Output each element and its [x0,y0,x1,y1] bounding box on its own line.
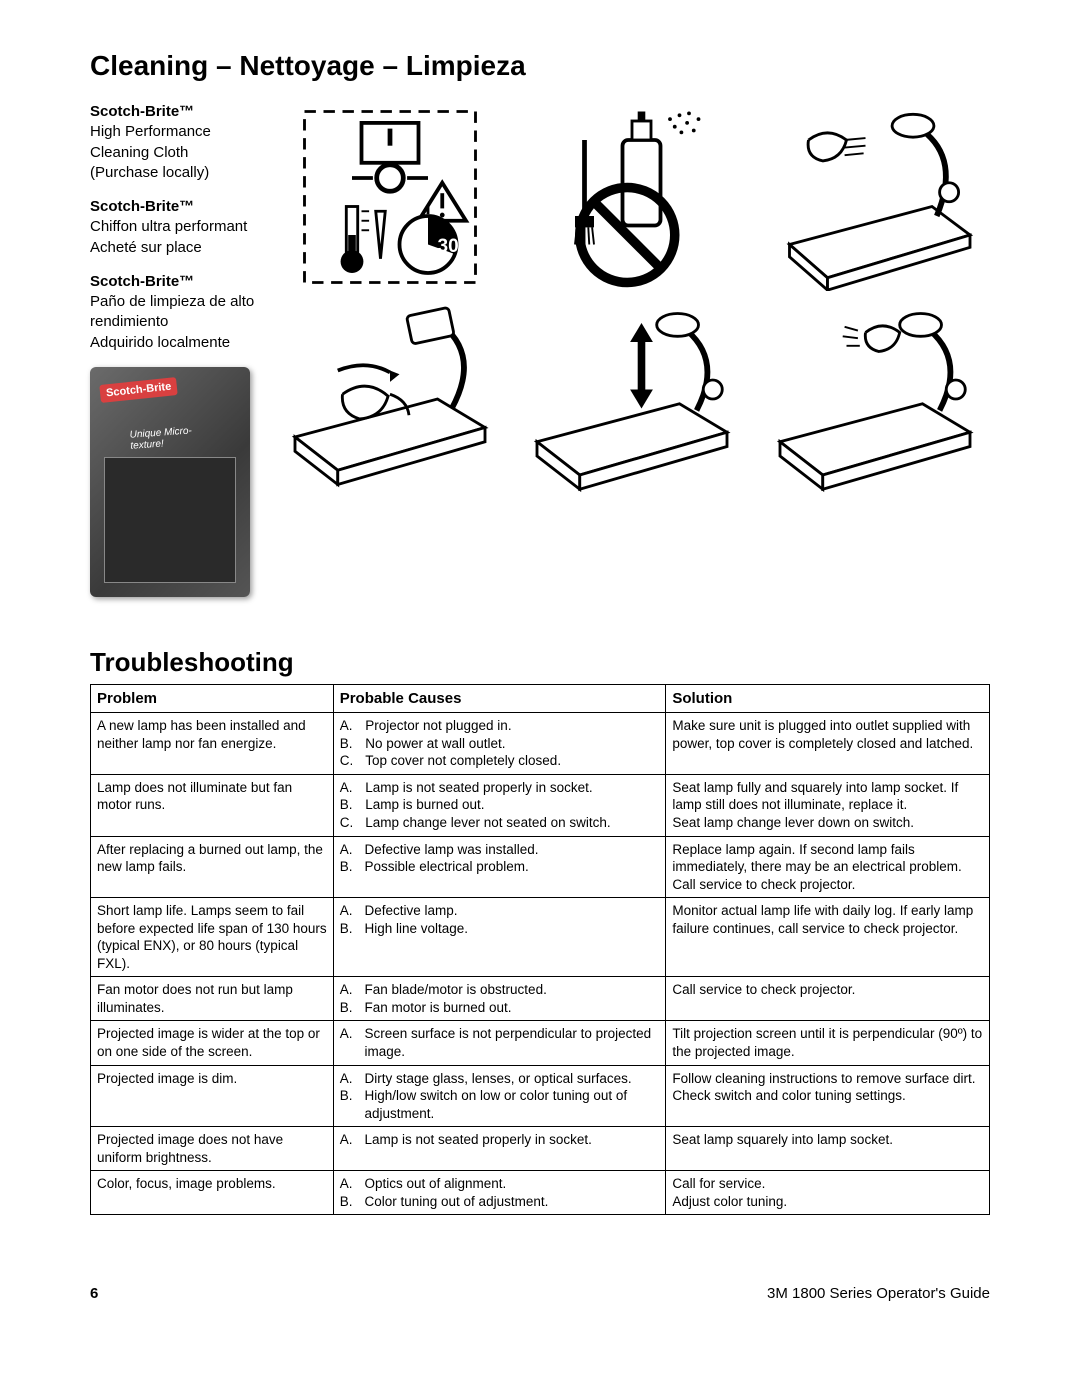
sb-es-l2: rendimiento [90,313,168,330]
causes-cell: A.Fan blade/motor is obstructed.B.Fan mo… [333,977,666,1021]
col-causes: Probable Causes [333,684,666,713]
causes-cell: A.Lamp is not seated properly in socket. [333,1127,666,1171]
diagram-wipe-stage [274,304,505,494]
causes-cell: A.Defective lamp was installed.B.Possibl… [333,836,666,898]
problem-cell: A new lamp has been installed and neithe… [91,713,334,775]
guide-title: 3M 1800 Series Operator's Guide [767,1285,990,1302]
sb-es-l1: Paño de limpieza de alto [90,293,254,310]
problem-cell: Lamp does not illuminate but fan motor r… [91,774,334,836]
table-row: Projected image does not have uniform br… [91,1127,990,1171]
page-footer: 6 3M 1800 Series Operator's Guide [90,1285,990,1302]
sb-es-title: Scotch-Brite™ [90,273,194,290]
svg-text:30: 30 [437,236,458,257]
sb-fr-l1: Chiffon ultra performant [90,218,247,235]
table-row: Lamp does not illuminate but fan motor r… [91,774,990,836]
sb-fr-l2: Acheté sur place [90,239,202,256]
table-row: After replacing a burned out lamp, the n… [91,836,990,898]
sb-en-l2: Cleaning Cloth [90,144,188,161]
product-photo [90,367,254,597]
causes-cell: A.Screen surface is not perpendicular to… [333,1021,666,1065]
scotchbrite-text: Scotch-Brite™ High Performance Cleaning … [90,102,254,353]
diagram-wipe-mirror [759,304,990,494]
problem-cell: Short lamp life. Lamps seem to fail befo… [91,898,334,977]
cleaning-section: Scotch-Brite™ High Performance Cleaning … [90,102,990,597]
solution-cell: Follow cleaning instructions to remove s… [666,1065,990,1127]
causes-cell: A.Dirty stage glass, lenses, or optical … [333,1065,666,1127]
sb-en-title: Scotch-Brite™ [90,103,194,120]
table-row: Fan motor does not run but lamp illumina… [91,977,990,1021]
problem-cell: Color, focus, image problems. [91,1171,334,1215]
solution-cell: Seat lamp squarely into lamp socket. [666,1127,990,1171]
solution-cell: Call service to check projector. [666,977,990,1021]
solution-cell: Replace lamp again. If second lamp fails… [666,836,990,898]
col-problem: Problem [91,684,334,713]
sb-en-l3: (Purchase locally) [90,164,209,181]
solution-cell: Call for service.Adjust color tuning. [666,1171,990,1215]
diagram-raise-head [517,304,748,494]
problem-cell: Projected image does not have uniform br… [91,1127,334,1171]
sb-es-l3: Adquirido localmente [90,334,230,351]
solution-cell: Make sure unit is plugged into outlet su… [666,713,990,775]
troubleshooting-heading: Troubleshooting [90,647,990,678]
troubleshooting-table: Problem Probable Causes Solution A new l… [90,684,990,1216]
problem-cell: Projected image is dim. [91,1065,334,1127]
problem-cell: After replacing a burned out lamp, the n… [91,836,334,898]
table-row: Color, focus, image problems.A.Optics ou… [91,1171,990,1215]
diagram-wipe-head [759,102,990,292]
table-row: Short lamp life. Lamps seem to fail befo… [91,898,990,977]
sb-en-l1: High Performance [90,123,211,140]
table-row: Projected image is dim.A.Dirty stage gla… [91,1065,990,1127]
solution-cell: Seat lamp fully and squarely into lamp s… [666,774,990,836]
table-row: A new lamp has been installed and neithe… [91,713,990,775]
col-solution: Solution [666,684,990,713]
diagram-cooldown: 30 [274,102,505,292]
cleaning-heading: Cleaning – Nettoyage – Limpieza [90,50,990,82]
table-row: Projected image is wider at the top or o… [91,1021,990,1065]
page-number: 6 [90,1285,98,1302]
causes-cell: A.Lamp is not seated properly in socket.… [333,774,666,836]
diagram-grid: 30 [274,102,990,597]
causes-cell: A.Optics out of alignment.B.Color tuning… [333,1171,666,1215]
diagram-nospray [517,102,748,292]
solution-cell: Monitor actual lamp life with daily log.… [666,898,990,977]
problem-cell: Fan motor does not run but lamp illumina… [91,977,334,1021]
causes-cell: A.Projector not plugged in.B.No power at… [333,713,666,775]
causes-cell: A.Defective lamp.B.High line voltage. [333,898,666,977]
sb-fr-title: Scotch-Brite™ [90,198,194,215]
solution-cell: Tilt projection screen until it is perpe… [666,1021,990,1065]
problem-cell: Projected image is wider at the top or o… [91,1021,334,1065]
